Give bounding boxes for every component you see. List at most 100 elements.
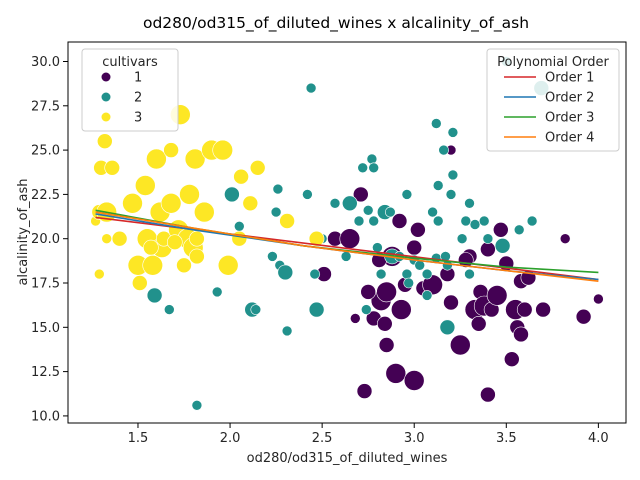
legend-label-cultivar-3: 3	[134, 111, 142, 126]
data-point-cultivar-3-5	[101, 233, 112, 244]
data-point-cultivar-1-42	[535, 301, 551, 318]
legend-label-cultivar-2: 2	[134, 91, 142, 106]
data-point-cultivar-3-40	[143, 239, 159, 256]
data-point-cultivar-3-32	[212, 139, 233, 161]
data-point-cultivar-1-9	[376, 281, 397, 303]
y-tick-label: 25.0	[31, 144, 60, 159]
data-point-cultivar-3-15	[146, 148, 167, 170]
data-point-cultivar-2-61	[513, 224, 525, 236]
data-point-cultivar-1-43	[559, 233, 571, 244]
x-tick-label: 2.5	[312, 431, 333, 446]
data-point-cultivar-2-25	[366, 153, 378, 165]
data-point-cultivar-2-34	[401, 189, 413, 200]
data-point-cultivar-1-11	[385, 363, 407, 384]
data-point-cultivar-2-62	[526, 215, 538, 227]
chart-title: od280/od315_of_diluted_wines x alcalinit…	[143, 14, 529, 33]
data-point-cultivar-3-30	[194, 201, 215, 223]
data-point-cultivar-2-42	[430, 118, 442, 129]
data-point-cultivar-1-26	[470, 315, 487, 332]
y-tick-label: 12.5	[31, 365, 60, 380]
data-point-cultivar-1-29	[480, 386, 496, 403]
legend-label-order-2: Order 2	[545, 91, 594, 106]
data-point-cultivar-1-45	[593, 293, 604, 305]
legend-label-order-3: Order 3	[545, 111, 594, 126]
data-point-cultivar-1-8	[378, 337, 395, 353]
data-point-cultivar-3-29	[189, 230, 205, 247]
hue-legend-title: cultivars	[102, 55, 158, 70]
data-point-cultivar-2-3	[211, 286, 223, 298]
hue-legend: cultivars 1 2 3	[81, 48, 179, 132]
data-point-cultivar-2-55	[464, 268, 475, 280]
data-point-cultivar-1-32	[486, 285, 508, 306]
data-point-cultivar-3-12	[135, 175, 156, 196]
data-point-cultivar-2-15	[309, 268, 321, 280]
legend-marker-cultivar-3	[101, 112, 111, 122]
data-point-cultivar-2-58	[482, 233, 494, 244]
data-point-cultivar-2-11	[277, 264, 294, 281]
data-point-cultivar-1-4	[356, 383, 373, 399]
data-point-cultivar-1-30	[480, 241, 496, 258]
data-point-cultivar-1-12	[391, 213, 408, 229]
y-axis: 10.0 12.5 15.0 17.5 20.0 22.5 25.0 27.5 30.0	[31, 55, 68, 424]
line-legend-box	[486, 48, 620, 152]
data-point-cultivar-2-20	[341, 195, 358, 212]
data-point-cultivar-2-64	[439, 319, 456, 336]
data-point-cultivar-2-0	[146, 287, 163, 304]
data-point-cultivar-3-36	[242, 195, 259, 212]
data-point-cultivar-3-8	[111, 230, 128, 247]
data-point-cultivar-2-23	[360, 304, 372, 315]
x-axis-label: od280/od315_of_diluted_wines	[247, 451, 448, 466]
data-point-cultivar-2-4	[224, 186, 240, 203]
y-tick-label: 30.0	[31, 55, 60, 70]
x-tick-label: 3.5	[496, 431, 517, 446]
data-point-cultivar-2-50	[447, 169, 459, 181]
data-point-cultivar-2-53	[460, 215, 472, 227]
data-point-cultivar-2-24	[362, 205, 374, 216]
data-point-cultivar-2-45	[432, 215, 444, 227]
data-point-cultivar-2-44	[432, 180, 444, 191]
data-point-cultivar-2-57	[478, 215, 490, 227]
data-point-cultivar-2-5	[234, 221, 245, 232]
hue-legend-box	[81, 48, 179, 132]
y-tick-label: 22.5	[31, 188, 60, 203]
plot-area-frame	[67, 41, 627, 424]
data-point-cultivar-1-23	[449, 334, 471, 356]
data-point-cultivar-1-38	[513, 326, 529, 343]
data-point-cultivar-3-11	[132, 275, 148, 291]
data-point-cultivar-2-52	[456, 233, 468, 244]
x-axis: 1.5 2.0 2.5 3.0 3.5 4.0	[128, 423, 609, 446]
data-point-cultivar-2-7	[250, 304, 262, 315]
data-point-cultivar-3-23	[176, 257, 192, 274]
data-point-cultivar-1-35	[503, 351, 520, 368]
data-point-cultivar-3-35	[233, 168, 249, 185]
legend-marker-cultivar-2	[101, 92, 111, 102]
legend-label-cultivar-1: 1	[134, 71, 142, 86]
data-point-cultivar-3-7	[104, 160, 120, 176]
y-tick-label: 10.0	[31, 409, 60, 424]
data-point-cultivar-2-40	[421, 268, 433, 280]
data-point-cultivar-1-19	[422, 274, 443, 296]
data-point-cultivar-1-44	[575, 308, 592, 325]
y-axis-label: alcalinity_of_ash	[16, 178, 31, 285]
data-point-cultivar-2-14	[305, 82, 317, 94]
data-point-cultivar-2-26	[368, 162, 380, 174]
data-point-cultivar-2-46	[438, 144, 450, 156]
data-point-cultivar-2-13	[302, 189, 313, 200]
fit-line-order-4	[95, 211, 599, 282]
data-point-cultivar-3-14	[142, 254, 163, 276]
data-point-cultivar-3-27	[184, 148, 206, 170]
data-point-cultivar-2-54	[464, 198, 475, 209]
data-point-cultivar-3-34	[231, 230, 248, 247]
data-point-cultivar-3-41	[167, 234, 183, 250]
data-point-cultivar-3-28	[189, 248, 205, 265]
line-legend-entries: Order 1 Order 2 Order 3 Order 4	[504, 71, 594, 146]
data-point-cultivar-1-13	[390, 299, 412, 320]
data-point-cultivar-2-49	[445, 189, 457, 200]
legend-label-order-4: Order 4	[545, 131, 594, 146]
data-point-cultivar-2-19	[340, 251, 352, 262]
data-point-cultivar-2-9	[272, 183, 284, 195]
fit-lines-layer	[95, 209, 599, 282]
data-point-cultivar-1-15	[403, 370, 425, 391]
y-tick-label: 27.5	[31, 99, 60, 114]
